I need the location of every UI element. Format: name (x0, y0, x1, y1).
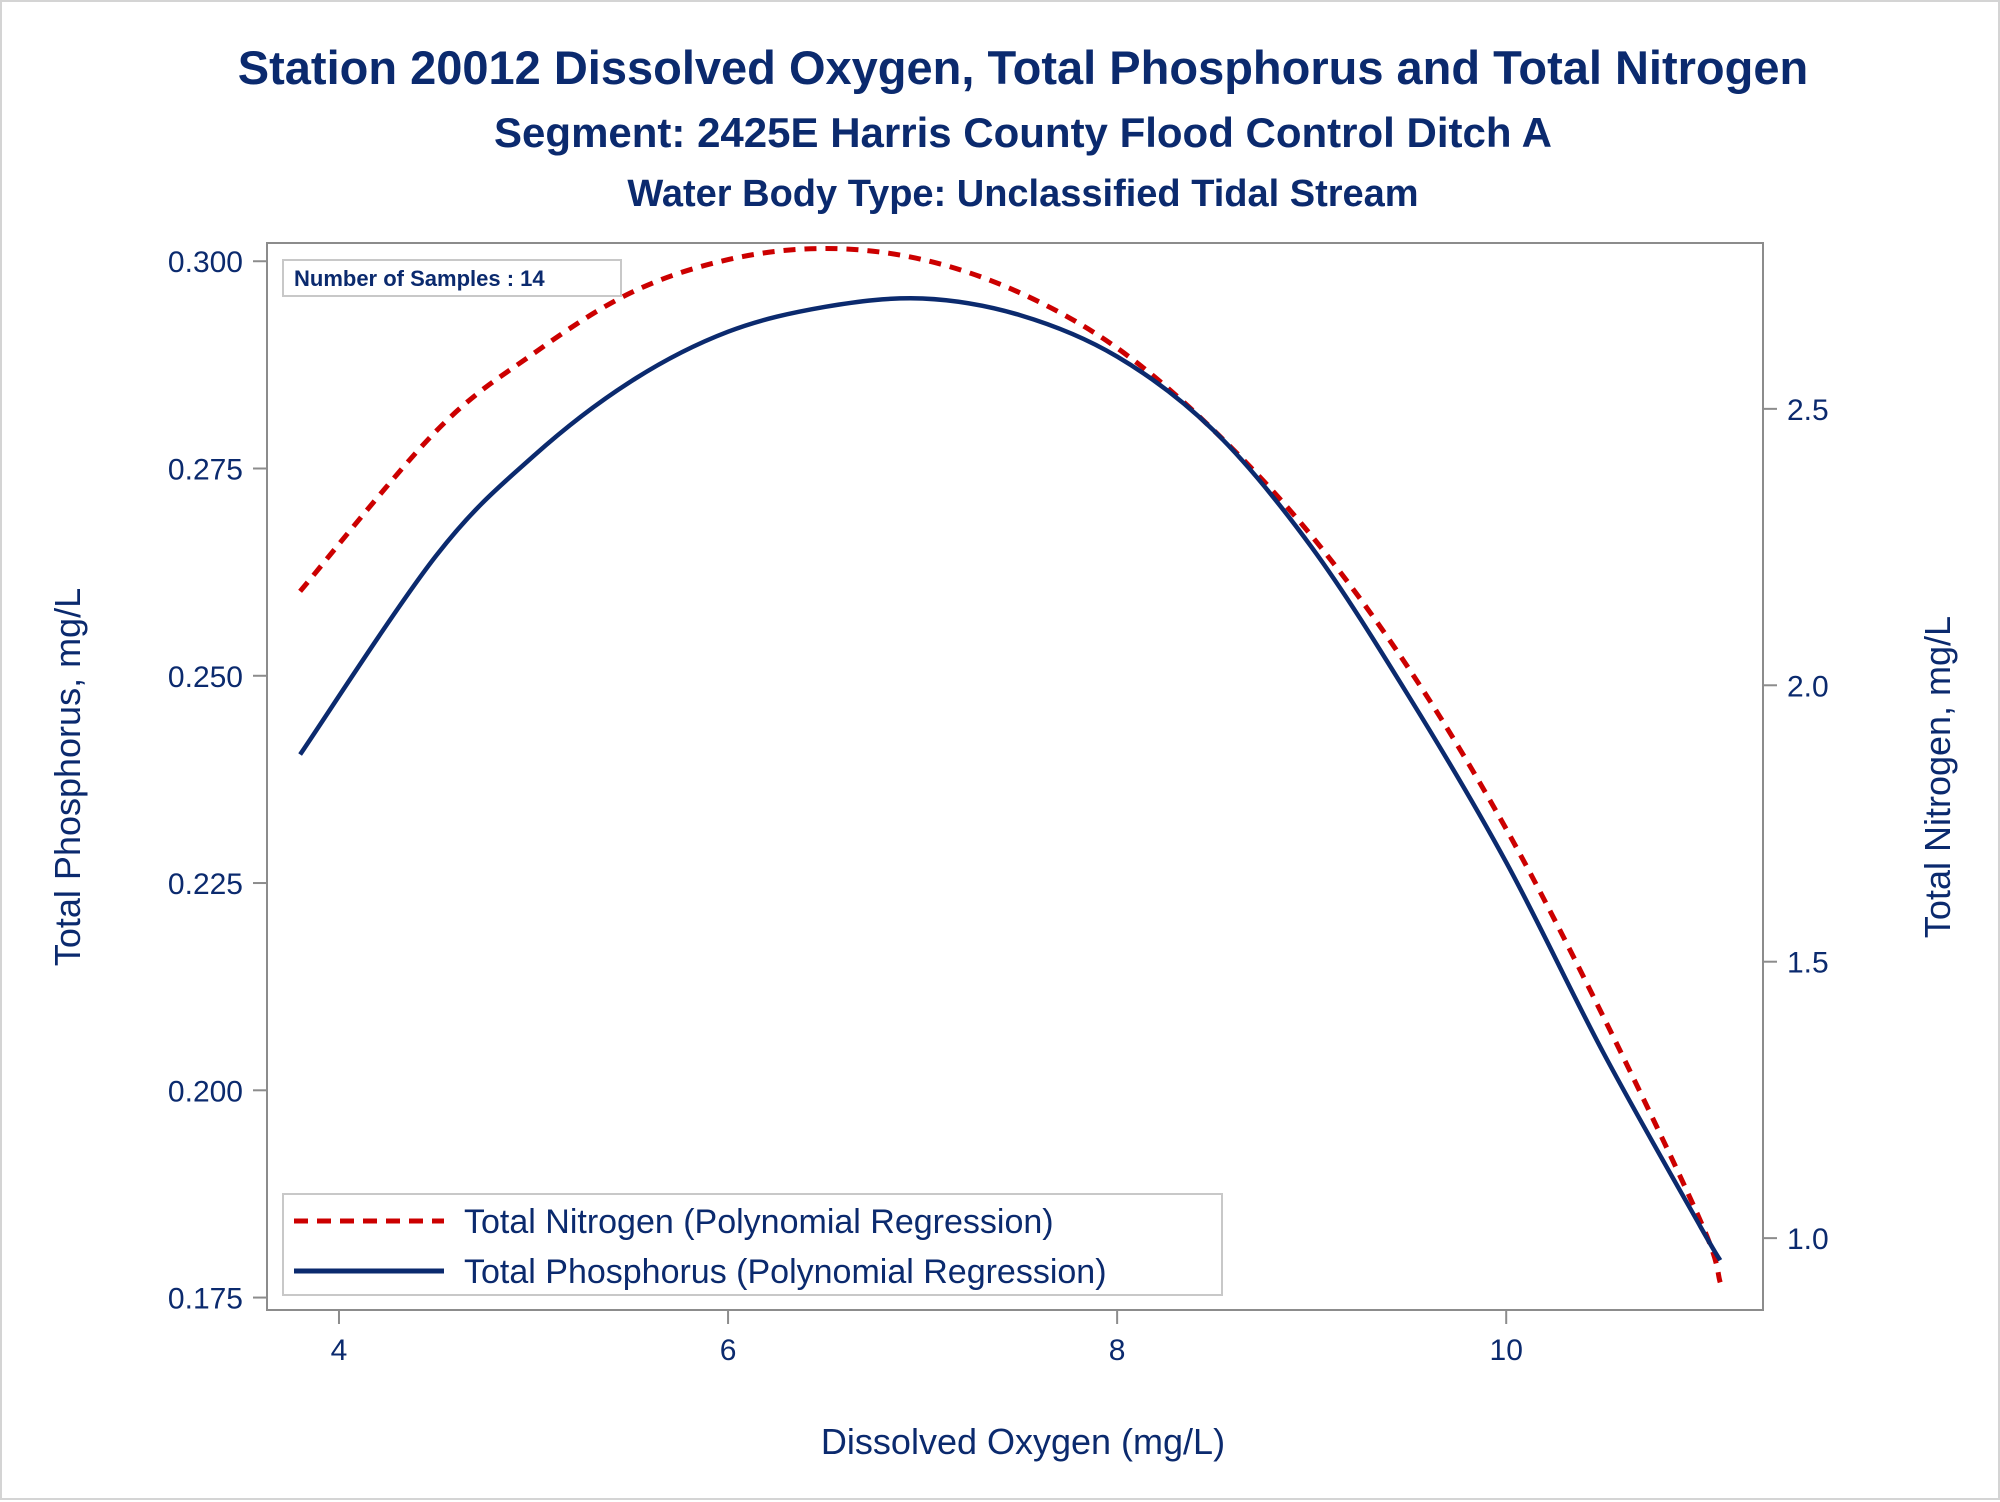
plot-layer (298, 245, 1723, 1284)
x-tick-label: 4 (331, 1334, 348, 1367)
chart-subtitle: Segment: 2425E Harris County Flood Contr… (494, 109, 1552, 156)
legend-label-nitrogen: Total Nitrogen (Polynomial Regression) (464, 1203, 1054, 1241)
y2-tick-label: 1.0 (1787, 1223, 1829, 1256)
nitrogen-series-line (298, 245, 1723, 1284)
chart-subtitle-2: Water Body Type: Unclassified Tidal Stre… (627, 173, 1418, 215)
legend: Total Nitrogen (Polynomial Regression) T… (282, 1193, 1223, 1296)
y-tick-label: 0.225 (168, 868, 243, 901)
legend-box (282, 1193, 1223, 1296)
y-axis-left: 0.175 0.200 0.225 0.250 0.275 0.300 (168, 246, 267, 1316)
y-tick-label: 0.250 (168, 661, 243, 694)
y-axis-label: Total Phosphorus, mg/L (47, 588, 88, 966)
y2-tick-label: 2.5 (1787, 394, 1829, 427)
y2-tick-label: 2.0 (1787, 670, 1829, 703)
x-axis: 4 6 8 10 (331, 1310, 1523, 1367)
y-axis-right: 1.0 1.5 2.0 2.5 (1763, 394, 1829, 1256)
y-tick-label: 0.275 (168, 454, 243, 487)
x-axis-label: Dissolved Oxygen (mg/L) (821, 1421, 1225, 1462)
sample-count-text: Number of Samples : 14 (294, 266, 545, 291)
y2-axis-label: Total Nitrogen, mg/L (1917, 616, 1958, 938)
x-tick-label: 10 (1490, 1334, 1523, 1367)
phosphorus-series-line (298, 296, 1723, 1262)
x-tick-label: 6 (720, 1334, 737, 1367)
y2-tick-label: 1.5 (1787, 947, 1829, 980)
plot-area-border (266, 242, 1764, 1311)
y-tick-label: 0.200 (168, 1075, 243, 1108)
legend-label-phosphorus: Total Phosphorus (Polynomial Regression) (464, 1253, 1107, 1291)
sample-count-box: Number of Samples : 14 (282, 259, 622, 297)
chart-title: Station 20012 Dissolved Oxygen, Total Ph… (238, 41, 1808, 94)
y-tick-label: 0.175 (168, 1283, 243, 1316)
y-tick-label: 0.300 (168, 246, 243, 279)
x-tick-label: 8 (1109, 1334, 1126, 1367)
